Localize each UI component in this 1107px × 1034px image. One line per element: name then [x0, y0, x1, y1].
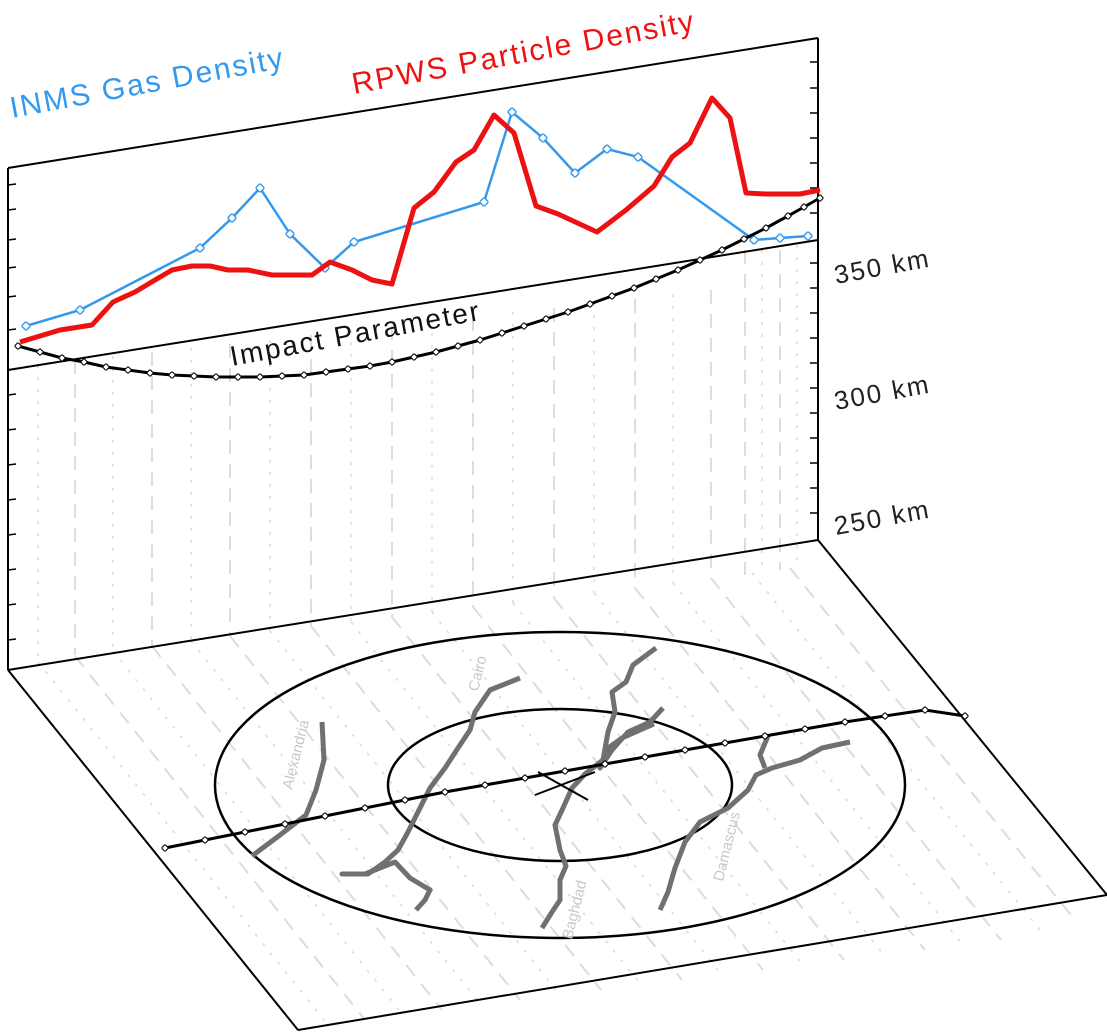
stripe-baghdad [539, 645, 658, 930]
stripe-damascus-top [757, 735, 771, 769]
rpws-legend-label: RPWS Particle Density [349, 5, 698, 101]
inms-legend-label: INMS Gas Density [7, 42, 287, 125]
impact-parameter-label: Impact Parameter [227, 295, 483, 372]
wall-bottom-edge [7, 539, 819, 671]
upper-panel-bottom-edge [7, 239, 819, 371]
city-label-cairo: Cairo [465, 654, 490, 693]
city-label-damascus: Damascus [710, 810, 744, 883]
axis-label-350: 350 km [832, 243, 933, 290]
floor-grid [37, 567, 1076, 1026]
floor-front-edge [297, 894, 1107, 1031]
impact-parameter-curve [18, 198, 820, 377]
axis-label-300: 300 km [832, 369, 933, 416]
spacecraft-ground-track [165, 710, 965, 848]
floor-right-edge [817, 539, 1107, 896]
floor-crosshair [534, 771, 596, 801]
axis-label-250: 250 km [832, 494, 933, 541]
city-label-baghdad: Baghdad [559, 879, 590, 941]
city-label-alexandria: Alexandria [279, 717, 313, 791]
floor-left-edge [7, 669, 299, 1031]
